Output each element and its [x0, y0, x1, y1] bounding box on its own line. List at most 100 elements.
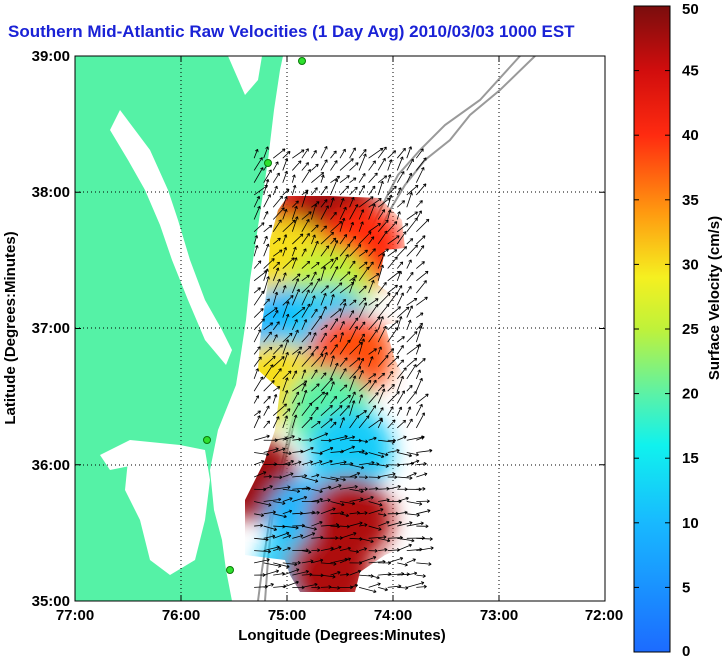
velocity-vector — [311, 383, 320, 392]
velocity-vector — [282, 272, 287, 281]
velocity-vector — [320, 546, 334, 551]
velocity-vector — [377, 248, 389, 257]
velocity-vector — [253, 245, 259, 257]
velocity-vector — [253, 329, 262, 343]
x-tick-label: 73:00 — [480, 607, 518, 624]
velocity-vector — [396, 261, 404, 269]
velocity-vector — [339, 217, 346, 232]
velocity-vector — [282, 408, 291, 416]
velocity-vector — [311, 585, 321, 590]
velocity-vector — [339, 532, 357, 539]
velocity-vector — [416, 574, 426, 578]
velocity-vector — [339, 197, 345, 208]
velocity-vector — [406, 259, 412, 269]
velocity-vector — [415, 210, 422, 220]
velocity-vector — [406, 571, 418, 576]
velocity-vector — [292, 273, 301, 282]
velocity-vector — [339, 435, 356, 441]
velocity-vector — [330, 476, 346, 482]
velocity-vector — [301, 476, 319, 483]
velocity-vector — [292, 560, 301, 565]
velocity-vector — [406, 521, 424, 527]
velocity-vector — [291, 174, 296, 183]
velocity-vector — [253, 148, 259, 159]
y-axis-title: Latitude (Degrees:Minutes) — [2, 231, 19, 424]
velocity-vector — [349, 488, 364, 494]
velocity-vector — [263, 235, 268, 245]
velocity-vector — [292, 380, 308, 392]
velocity-vector — [282, 435, 295, 441]
velocity-vector — [330, 362, 339, 380]
velocity-vector — [320, 562, 337, 566]
velocity-vector — [282, 257, 295, 269]
velocity-vector — [301, 550, 312, 554]
velocity-vector — [272, 356, 285, 367]
colorbar-tick-label: 45 — [682, 63, 699, 80]
velocity-vector — [253, 395, 260, 404]
velocity-vector — [368, 452, 385, 459]
velocity-vector — [291, 278, 300, 294]
velocity-vector — [263, 268, 269, 281]
velocity-vector — [339, 243, 351, 257]
velocity-vector — [339, 158, 354, 171]
velocity-vector — [282, 488, 301, 494]
velocity-vector — [292, 437, 302, 442]
velocity-vector — [358, 586, 377, 594]
velocity-vector — [311, 432, 329, 441]
velocity-vector — [377, 325, 387, 343]
x-axis-tick-labels: 77:00 76:00 75:00 74:00 73:00 72:00 — [56, 607, 623, 624]
velocity-vector — [377, 180, 384, 196]
velocity-vector — [253, 222, 265, 233]
colorbar-tick-label: 5 — [682, 579, 690, 596]
velocity-vector — [416, 296, 428, 306]
velocity-vector — [397, 452, 413, 458]
velocity-vector — [272, 386, 281, 392]
velocity-vector — [301, 460, 313, 466]
velocity-vector — [377, 175, 388, 184]
velocity-vector — [282, 301, 290, 318]
velocity-vector — [339, 234, 348, 245]
velocity-vector — [282, 170, 289, 183]
velocity-vector — [330, 220, 343, 233]
velocity-vector — [416, 448, 433, 453]
velocity-vector — [273, 485, 291, 490]
velocity-vector — [330, 175, 341, 184]
colorbar-tick-label: 35 — [682, 192, 699, 209]
velocity-vector — [282, 150, 291, 159]
colorbar-tick-label: 25 — [682, 321, 699, 338]
velocity-vector — [272, 237, 281, 245]
velocity-vector — [415, 412, 425, 429]
velocity-vector — [377, 418, 383, 429]
x-tick-label: 75:00 — [268, 607, 306, 624]
velocity-vector — [263, 364, 274, 380]
velocity-vector — [368, 203, 376, 220]
velocity-vector — [254, 434, 270, 441]
velocity-vector — [349, 471, 361, 478]
velocity-vector — [272, 321, 280, 331]
velocity-vector — [263, 331, 272, 343]
velocity-vector — [397, 510, 408, 515]
velocity-vector — [416, 509, 431, 515]
velocity-vector — [378, 586, 388, 592]
velocity-vector — [378, 547, 388, 552]
velocity-vector — [349, 197, 355, 208]
velocity-vector — [263, 569, 280, 576]
velocity-vector — [311, 369, 318, 380]
velocity-vector — [263, 178, 270, 196]
velocity-vector — [349, 549, 360, 554]
y-tick-label: 35:00 — [32, 593, 70, 610]
velocity-vector — [311, 406, 319, 416]
velocity-vector — [406, 357, 418, 367]
velocity-vector — [359, 451, 369, 456]
velocity-vector — [253, 235, 259, 245]
velocity-vector — [349, 391, 356, 404]
velocity-vector — [282, 377, 289, 392]
colorbar-tick-label: 20 — [682, 386, 699, 403]
velocity-vector — [301, 211, 312, 220]
velocity-vector — [406, 285, 412, 294]
velocity-vector — [358, 196, 374, 208]
colorbar-tick-label: 50 — [682, 1, 699, 18]
velocity-vector — [330, 484, 342, 490]
velocity-vector — [396, 285, 403, 294]
velocity-vector — [406, 581, 425, 588]
